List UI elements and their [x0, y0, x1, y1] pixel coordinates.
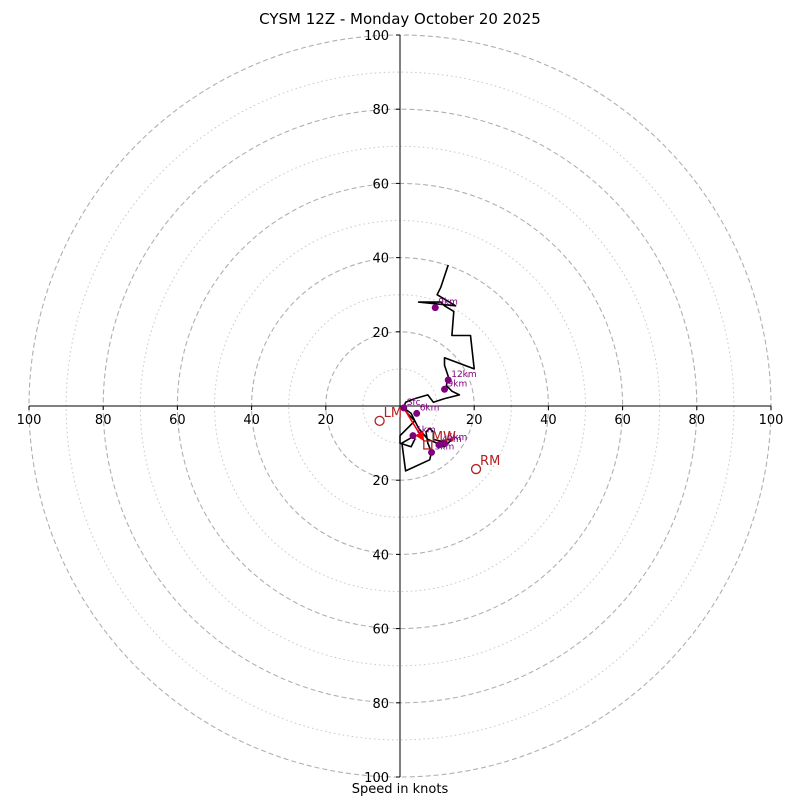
- x-tick-label: 60: [614, 413, 631, 428]
- storm-motion-label: LM: [384, 406, 402, 421]
- mean-wind-marker: [423, 440, 433, 450]
- x-tick-label: 80: [95, 413, 112, 428]
- y-tick-label: 60: [372, 623, 389, 638]
- x-tick-label: 20: [466, 413, 483, 428]
- y-tick-label: 80: [372, 697, 389, 712]
- height-marker-dot: [413, 409, 421, 417]
- height-marker-dot: [400, 404, 408, 412]
- height-marker-label: 3km: [435, 442, 455, 452]
- y-tick-label: 100: [364, 771, 389, 786]
- y-tick-label: 40: [372, 548, 389, 563]
- wind-trace: [399, 264, 476, 472]
- height-marker-dot: [428, 448, 436, 456]
- height-marker-dot: [441, 439, 449, 447]
- height-marker-dot: [409, 432, 417, 440]
- hodograph-line: [399, 264, 476, 472]
- storm-motion-label: RM: [480, 454, 500, 469]
- chart-title: CYSM 12Z - Monday October 20 2025: [259, 10, 541, 28]
- x-tick-label: 40: [540, 413, 557, 428]
- height-marker-dot: [435, 441, 443, 449]
- height-marker-label: Sfc: [407, 398, 421, 408]
- x-tick-label: 100: [17, 413, 42, 428]
- height-marker-label: 6km: [420, 403, 440, 413]
- storm-motion: LM RM MW: [374, 406, 500, 475]
- y-tick-label: 20: [372, 326, 389, 341]
- height-marker-label: 1km: [416, 426, 436, 436]
- x-tick-label: 80: [689, 413, 706, 428]
- y-tick-label: 40: [372, 252, 389, 267]
- height-marker-label: 9km: [438, 298, 458, 308]
- x-tick-label: 60: [169, 413, 186, 428]
- mean-wind-label: MW: [432, 430, 456, 445]
- y-tick-label: 100: [364, 29, 389, 44]
- y-tick-label: 80: [372, 103, 389, 118]
- y-tick-label: 20: [372, 474, 389, 489]
- y-tick-label: 60: [372, 177, 389, 192]
- height-marker-label: 9km: [448, 379, 468, 389]
- height-marker-label: 5km: [448, 433, 468, 443]
- axes: [29, 35, 771, 777]
- height-marker-label: 12km: [451, 370, 476, 380]
- x-axis-label: Speed in knots: [351, 782, 449, 797]
- shear-vector: [403, 407, 425, 442]
- height-marker-dot: [444, 376, 452, 384]
- x-tick-label: 40: [243, 413, 260, 428]
- height-marker-dot: [431, 304, 439, 312]
- height-marker-dot: [441, 385, 449, 393]
- height-marker-label: 4km: [442, 435, 462, 445]
- storm-motion-marker: [374, 415, 385, 426]
- tick-labels: 100 80 60 40 20 20 40 60 80 100 100 80 60 40 20 20 40 60 8…: [17, 29, 784, 786]
- x-tick-label: 100: [759, 413, 784, 428]
- x-tick-label: 20: [318, 413, 335, 428]
- storm-motion-marker: [470, 463, 482, 475]
